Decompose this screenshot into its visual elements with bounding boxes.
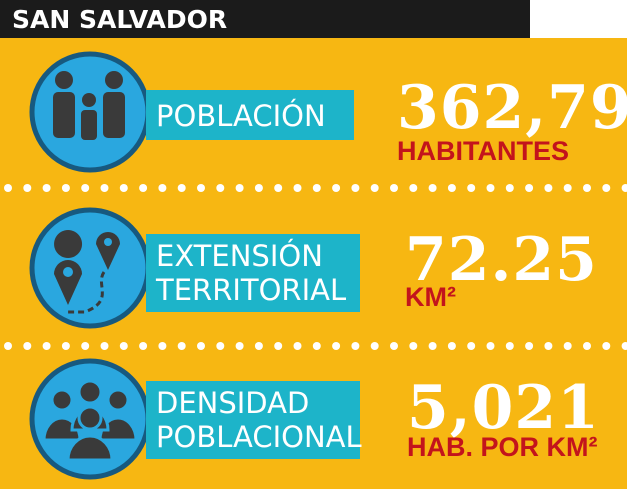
dot xyxy=(197,184,205,192)
dot xyxy=(119,342,128,350)
unit-text: HAB. POR KM² xyxy=(407,432,598,462)
dot xyxy=(486,184,495,192)
dot xyxy=(177,184,186,192)
dot xyxy=(254,342,263,350)
dot xyxy=(216,342,225,350)
dot xyxy=(274,184,283,192)
dot xyxy=(486,342,495,350)
dot xyxy=(23,184,32,192)
dot xyxy=(4,342,12,350)
dot xyxy=(158,184,167,192)
dot xyxy=(370,342,379,350)
dot xyxy=(602,342,611,350)
territory-icon xyxy=(29,207,151,329)
dot xyxy=(293,184,302,192)
value-text: 362,799 xyxy=(397,73,627,143)
value-text: 72.25 xyxy=(405,225,598,295)
label-box xyxy=(146,90,354,140)
dot xyxy=(81,342,90,350)
label-box xyxy=(146,381,360,459)
dot xyxy=(235,342,244,350)
dot xyxy=(544,184,553,192)
dot xyxy=(505,184,514,192)
dot xyxy=(390,184,398,192)
label-text: POBLACIÓN xyxy=(156,99,326,133)
dot xyxy=(409,342,418,350)
dot xyxy=(42,184,51,192)
dot xyxy=(197,342,205,350)
header-bar xyxy=(0,0,530,38)
dot xyxy=(274,342,283,350)
dot xyxy=(544,342,553,350)
dot xyxy=(428,342,437,350)
separators xyxy=(4,184,627,350)
dot xyxy=(61,184,70,192)
dot xyxy=(235,184,244,192)
dot xyxy=(447,342,456,350)
dot xyxy=(351,184,360,192)
dot xyxy=(4,184,12,192)
unit-text: KM² xyxy=(405,282,456,312)
label-text: TERRITORIAL xyxy=(155,273,346,307)
dot xyxy=(583,184,591,192)
dot xyxy=(525,342,534,350)
dot xyxy=(505,342,514,350)
dot xyxy=(61,342,70,350)
dot xyxy=(447,184,456,192)
dot xyxy=(390,342,398,350)
dot xyxy=(332,184,341,192)
label-text: DENSIDAD xyxy=(156,386,309,420)
population-icon xyxy=(29,51,151,173)
value-text: 5,021 xyxy=(407,373,600,443)
dot xyxy=(158,342,167,350)
dot xyxy=(23,342,32,350)
dot xyxy=(216,184,225,192)
dot xyxy=(428,184,437,192)
dot xyxy=(602,184,611,192)
dot xyxy=(351,342,360,350)
dot xyxy=(139,342,148,350)
dot xyxy=(254,184,263,192)
dot xyxy=(621,184,627,192)
density-icon xyxy=(29,358,151,480)
dot xyxy=(81,184,90,192)
dot xyxy=(100,342,109,350)
dot xyxy=(583,342,591,350)
dot xyxy=(370,184,379,192)
dot xyxy=(312,184,321,192)
dot xyxy=(100,184,109,192)
dot xyxy=(467,184,476,192)
dot xyxy=(42,342,51,350)
dot xyxy=(119,184,128,192)
dot xyxy=(312,342,321,350)
label-text: EXTENSIÓN xyxy=(156,239,323,273)
label-text: POBLACIONAL xyxy=(156,420,362,454)
dot xyxy=(177,342,186,350)
dot xyxy=(467,342,476,350)
dot xyxy=(139,184,148,192)
dot xyxy=(409,184,418,192)
dot xyxy=(563,184,572,192)
dot xyxy=(525,184,534,192)
dot xyxy=(293,342,302,350)
dot xyxy=(332,342,341,350)
dot xyxy=(563,342,572,350)
label-box xyxy=(146,234,360,312)
header-title: SAN SALVADOR xyxy=(12,5,227,34)
unit-text: HABITANTES xyxy=(397,136,569,166)
dot xyxy=(621,342,627,350)
